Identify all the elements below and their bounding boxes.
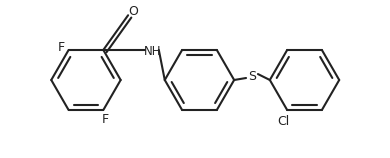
Text: F: F [102, 113, 109, 126]
Text: O: O [128, 5, 138, 18]
Text: F: F [58, 41, 65, 55]
Text: S: S [248, 70, 256, 82]
Text: NH: NH [144, 46, 161, 58]
Text: Cl: Cl [277, 115, 289, 128]
